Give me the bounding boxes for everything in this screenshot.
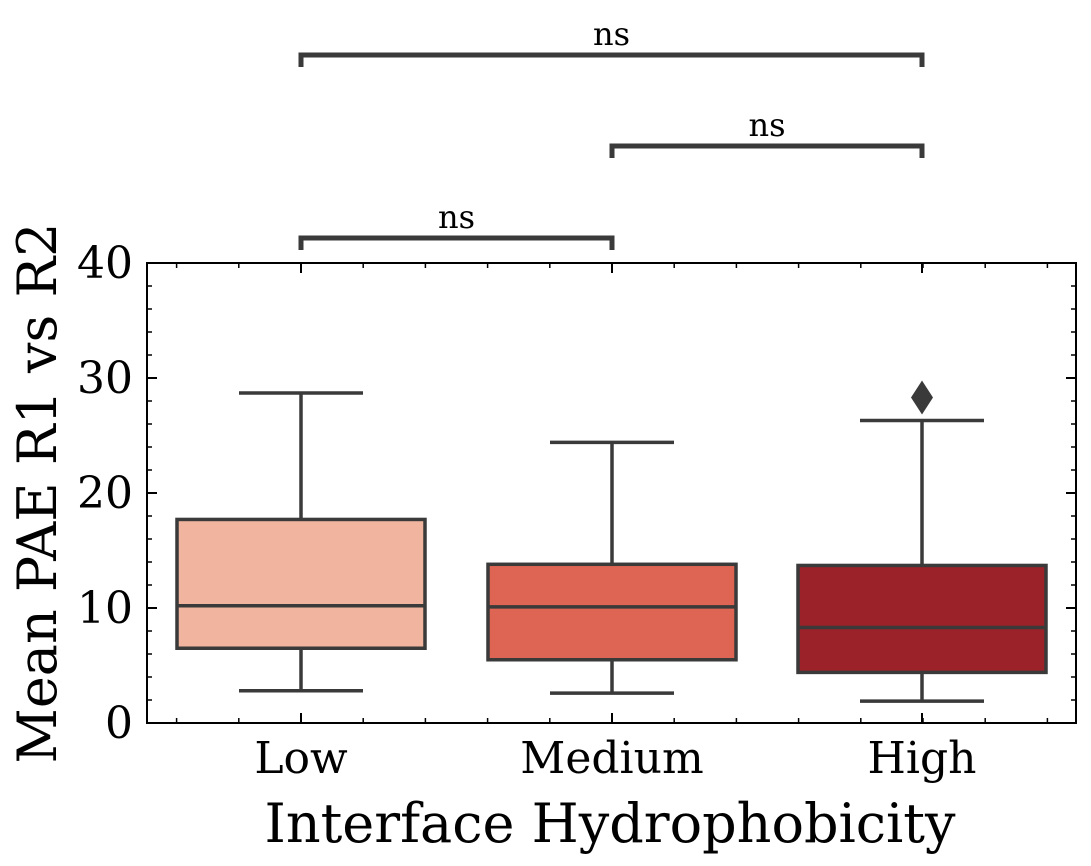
box-high bbox=[796, 380, 1048, 703]
x-tick-label-low: Low bbox=[254, 733, 348, 784]
y-axis-title: Mean PAE R1 vs R2 bbox=[6, 223, 69, 764]
significance-label: ns bbox=[438, 198, 475, 236]
iqr-box bbox=[796, 563, 1048, 675]
axis-ticks: 0 10 20 30 40 Low Medium High bbox=[77, 238, 1076, 784]
box-low bbox=[175, 391, 427, 693]
outlier-marker bbox=[911, 380, 933, 415]
x-tick-label-high: High bbox=[868, 733, 977, 784]
significance-bracket-medium-high: ns bbox=[609, 106, 925, 158]
box-series bbox=[175, 380, 1048, 703]
y-tick-label: 10 bbox=[77, 583, 133, 634]
iqr-box bbox=[175, 517, 427, 651]
significance-label: ns bbox=[593, 15, 630, 53]
y-tick-label: 0 bbox=[105, 698, 133, 749]
y-tick-label: 20 bbox=[77, 468, 133, 519]
bracket-line bbox=[298, 235, 615, 250]
x-axis-title: Interface Hydrophobicity bbox=[264, 792, 956, 855]
x-tick-label-medium: Medium bbox=[520, 733, 703, 784]
y-tick-label: 30 bbox=[77, 353, 133, 404]
significance-bracket-low-medium: ns bbox=[298, 198, 615, 250]
significance-label: ns bbox=[748, 106, 785, 144]
iqr-box bbox=[486, 562, 738, 662]
significance-annotations: ns ns ns bbox=[298, 15, 925, 250]
y-tick-label: 40 bbox=[77, 238, 133, 289]
significance-bracket-low-high: ns bbox=[298, 15, 925, 67]
bracket-line bbox=[609, 143, 925, 158]
box-medium bbox=[486, 440, 738, 695]
bracket-line bbox=[298, 52, 925, 67]
